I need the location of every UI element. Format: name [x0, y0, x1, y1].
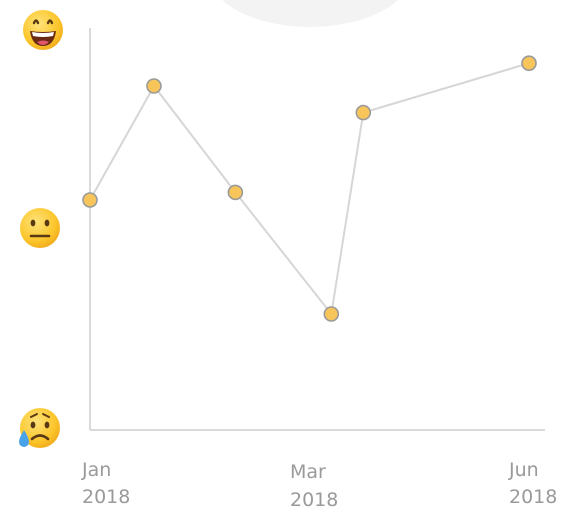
x-tick-mar: Mar 2018	[290, 461, 338, 511]
x-tick-month: Mar	[290, 461, 326, 483]
grinning-face-icon	[23, 10, 63, 50]
data-point-1	[82, 192, 98, 208]
x-tick-year: 2018	[290, 489, 338, 511]
data-point-5	[355, 104, 372, 121]
x-tick-year: 2018	[509, 486, 557, 508]
x-tick-year: 2018	[82, 486, 130, 508]
data-points	[82, 55, 537, 322]
background-blob	[222, 0, 398, 27]
data-point-6	[521, 55, 537, 72]
data-point-4	[323, 306, 340, 322]
x-tick-month: Jun	[508, 459, 539, 481]
data-point-2	[146, 78, 162, 94]
sad-sweat-face-icon	[19, 408, 60, 448]
series-line	[89, 62, 530, 317]
neutral-face-icon	[20, 208, 60, 248]
data-point-3	[227, 184, 244, 201]
x-tick-month: Jan	[81, 459, 111, 481]
x-tick-jun: Jun 2018	[508, 459, 557, 508]
x-tick-jan: Jan 2018	[81, 459, 130, 508]
